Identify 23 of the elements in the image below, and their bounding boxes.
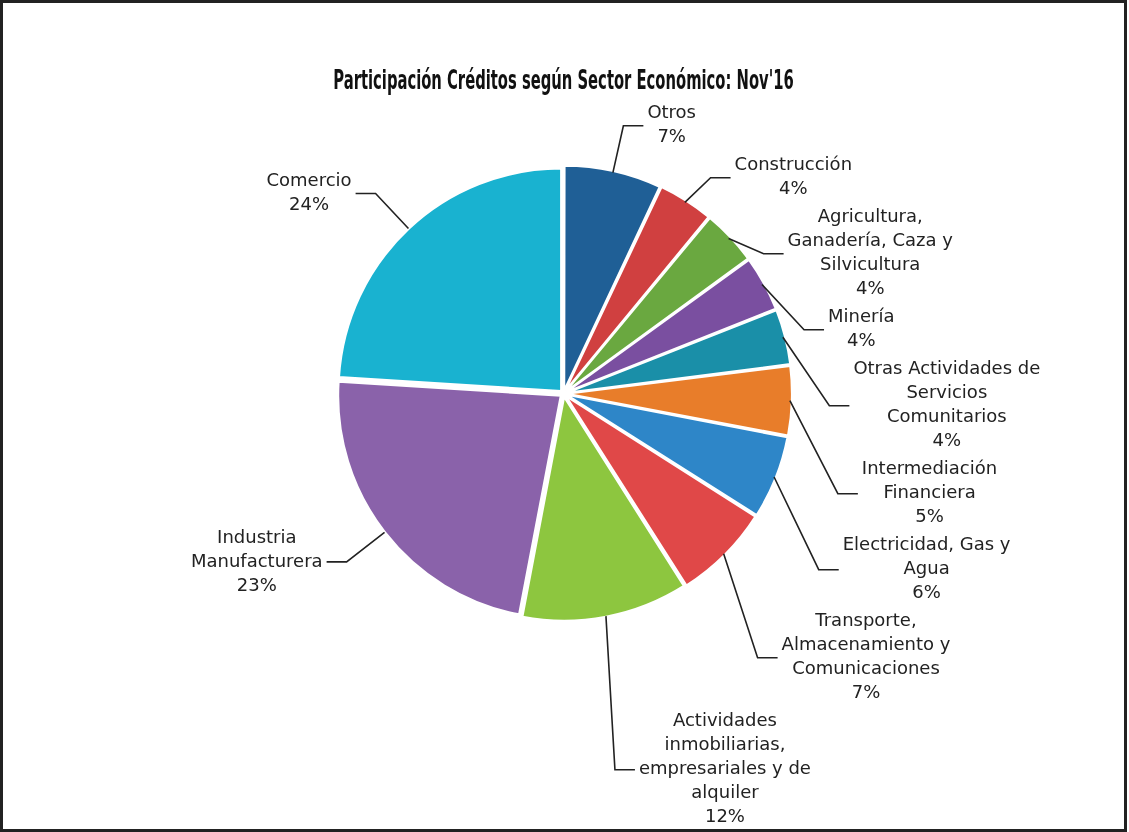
slice-label: Industria Manufacturera	[190, 525, 323, 571]
chart-title: Participación Créditos según Sector Económico: Nov'16	[333, 64, 794, 96]
slice-label: Minería	[828, 305, 895, 327]
data-label: 4%	[779, 177, 808, 199]
slice-label: Comercio	[266, 169, 352, 191]
slice-label: Actividades inmobiliarias, empresariales y de alquiler	[638, 709, 811, 803]
slice-label: Electricidad, Gas y Agua	[842, 533, 1011, 579]
slice-label: Otras Actividades de Servicios Comunitarios	[853, 357, 1041, 427]
data-label: 4%	[846, 329, 876, 351]
data-label: 7%	[657, 125, 686, 147]
slice-label: Intermediación Financiera	[861, 457, 998, 503]
data-label: 23%	[236, 573, 277, 595]
data-label: 6%	[912, 581, 941, 603]
data-label: 4%	[855, 277, 885, 299]
data-label: 12%	[704, 805, 745, 827]
slice-label: Transporte, Almacenamiento y Comunicaciones	[781, 609, 951, 679]
slice-label: Agricultura, Ganadería, Caza y Silvicultura	[787, 205, 954, 275]
data-label: 5%	[915, 505, 944, 527]
data-label: 4%	[932, 429, 962, 451]
data-label: 24%	[289, 193, 330, 215]
slice-label: Construcción	[734, 153, 853, 175]
data-label: 7%	[851, 681, 881, 703]
slice-label: Otros	[647, 101, 696, 123]
